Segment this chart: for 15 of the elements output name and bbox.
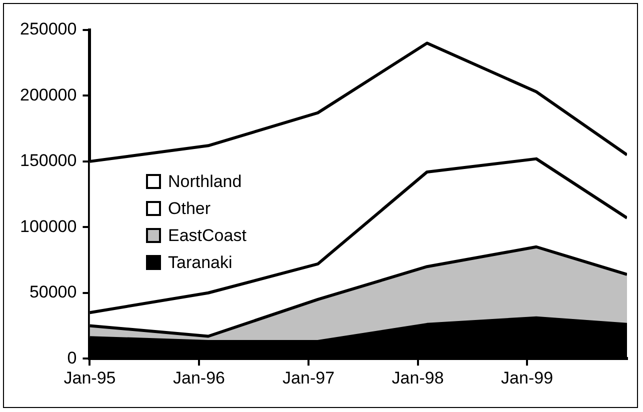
y-tick-label: 100000: [20, 216, 77, 236]
y-tick-label: 250000: [20, 20, 77, 39]
y-tick-label: 150000: [20, 151, 77, 170]
x-tick-label: Jan-97: [282, 368, 335, 388]
legend-label: Northland: [168, 171, 242, 193]
y-tick-label: 0: [67, 348, 77, 368]
x-tick-label: Jan-99: [501, 368, 554, 388]
x-tick-label: Jan-96: [172, 368, 225, 388]
x-tick-label: Jan-95: [64, 368, 116, 388]
y-tick-label: 200000: [20, 85, 77, 104]
legend-label: Taranaki: [168, 252, 232, 274]
legend-label: EastCoast: [168, 225, 246, 247]
x-tick-label: Jan-98: [392, 368, 444, 388]
legend-label: Other: [168, 198, 211, 220]
y-tick-label: 50000: [29, 282, 77, 302]
